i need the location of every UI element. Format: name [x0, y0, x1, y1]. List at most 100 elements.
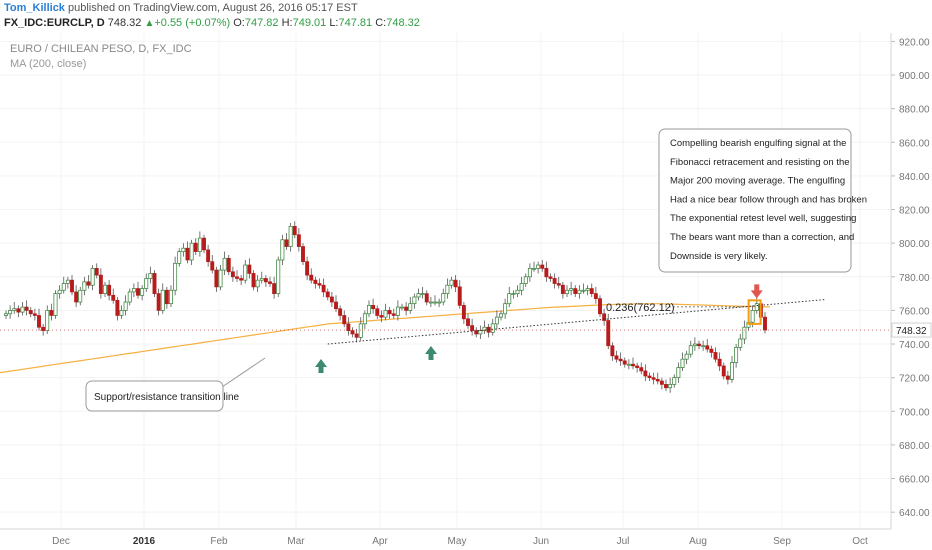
candle-down — [589, 288, 594, 294]
candle-down — [763, 316, 767, 331]
candle-down — [305, 261, 310, 276]
x-tick-label: Apr — [372, 536, 388, 547]
callout-line: Had a nice bear follow through and has b… — [670, 194, 867, 205]
callout-support[interactable]: Support/resistance transition line — [85, 357, 266, 412]
y-tick-label: 780.00 — [899, 273, 930, 284]
candle-down — [424, 293, 429, 303]
engulfing-highlight — [747, 299, 762, 325]
candle-up — [288, 226, 293, 247]
candle-down — [321, 284, 326, 293]
candle-up — [169, 289, 173, 305]
candle-down — [379, 315, 384, 318]
candle-up — [383, 310, 388, 318]
candle-down — [643, 370, 648, 377]
symbol-bar: FX_IDC:EURCLP, D 748.32 ▲+0.55 (+0.07%) … — [4, 17, 420, 31]
x-tick-label: Jul — [617, 536, 630, 547]
candle-down — [338, 308, 343, 316]
candle-down — [354, 333, 359, 338]
candle-up — [734, 347, 739, 363]
candle-up — [243, 264, 248, 281]
candle-up — [53, 293, 58, 316]
candle-up — [148, 273, 153, 279]
candle-up — [569, 288, 574, 291]
close-value: 748.32 — [386, 17, 420, 29]
candle-up — [750, 310, 755, 323]
candle-up — [536, 264, 541, 269]
y-axis[interactable]: 640.00 660.00 680.00 700.00 720.00 740.00 760.… — [891, 37, 930, 519]
x-axis: Dec 2016 Feb Mar Apr May Jun Jul Aug Sep Oct — [52, 536, 868, 547]
candle-down — [317, 283, 322, 286]
candle-down — [24, 306, 29, 311]
candle-down — [239, 278, 244, 281]
candle-up — [515, 289, 520, 294]
candle-up — [173, 262, 178, 291]
open-value: 747.82 — [244, 17, 279, 29]
candle-down — [350, 330, 355, 335]
candle-up — [222, 257, 227, 271]
last-price: 748.32 — [107, 17, 142, 29]
candle-down — [107, 284, 112, 296]
candle-up — [433, 301, 437, 304]
legend-title: EURO / CHILEAN PESO, D, FX_IDC — [10, 43, 192, 55]
candle-up — [280, 239, 285, 261]
candle-down — [251, 273, 256, 288]
candle-down — [457, 286, 462, 306]
candle-up — [82, 281, 87, 291]
candle-up — [8, 310, 13, 315]
candle-down — [32, 313, 37, 316]
candle-down — [610, 345, 615, 357]
candle-down — [466, 318, 470, 326]
candle-up — [441, 293, 446, 303]
candle-up — [395, 306, 400, 316]
candle-down — [717, 358, 722, 367]
candle-down — [206, 249, 211, 263]
candle-up — [428, 301, 433, 304]
candle-up — [482, 326, 487, 331]
candle-down — [164, 289, 169, 305]
candle-up — [692, 343, 697, 347]
candle-up — [701, 345, 706, 348]
candle-down — [474, 330, 479, 335]
candle-down — [329, 296, 334, 303]
candle-down — [659, 380, 664, 385]
candle-up — [189, 242, 194, 261]
candle-down — [655, 379, 660, 382]
candle-down — [235, 276, 239, 279]
candle-down — [631, 363, 635, 367]
candle-up — [730, 362, 734, 380]
candle-up — [680, 358, 685, 368]
candle-down — [709, 348, 714, 353]
candle-down — [552, 278, 557, 284]
triangle-up-icon: ▲ — [144, 18, 155, 29]
candle-down — [325, 291, 330, 298]
candle-up — [45, 310, 50, 331]
candle-down — [296, 234, 301, 247]
candle-up — [449, 279, 454, 286]
x-tick-label: Aug — [689, 536, 707, 547]
candle-up — [90, 268, 95, 286]
candle-down — [309, 274, 314, 281]
candle-up — [626, 363, 631, 366]
candle-down — [272, 283, 277, 294]
callout-line: Fibonacci retracement and resisting on t… — [670, 157, 850, 168]
candle-down — [284, 239, 289, 247]
callout-line: Downside is very likely. — [670, 251, 768, 262]
price-chart[interactable]: Dec 2016 Feb Mar Apr May Jun Jul Aug Sep Oct 640.0… — [0, 33, 932, 550]
arrow-down-icon — [750, 284, 763, 299]
callout-line: The bears want more than a correction, a… — [670, 232, 854, 243]
candle-down — [544, 268, 549, 278]
candle-up — [408, 303, 413, 311]
candle-up — [420, 293, 425, 295]
candle-up — [181, 247, 186, 252]
candle-down — [49, 310, 54, 316]
y-tick-label: 860.00 — [899, 138, 930, 149]
candle-up — [65, 279, 70, 284]
candle-up — [362, 313, 367, 325]
candle-down — [391, 313, 396, 316]
candle-down — [614, 355, 619, 360]
last-price-box — [891, 322, 932, 338]
y-tick-label: 920.00 — [899, 37, 930, 48]
candle-up — [738, 338, 743, 348]
author-link[interactable]: Tom_Killick — [4, 2, 65, 14]
callout-main[interactable]: Compelling bearish engulfing signal at t… — [658, 128, 867, 273]
